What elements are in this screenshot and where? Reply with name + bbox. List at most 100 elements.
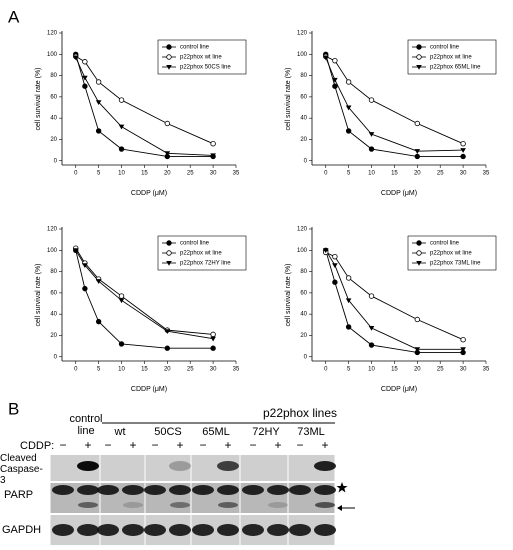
- band: [217, 485, 239, 495]
- y-axis-label: cell survival rate (%): [285, 263, 292, 326]
- treatment-sign: −: [59, 438, 66, 452]
- x-tick-label: 30: [460, 367, 467, 373]
- chart: 0 20 40 60 80 100 120 0 5 10 15 20 25 30 35 CDDP (μM) ce…: [35, 227, 247, 393]
- y-tick-label: 120: [47, 31, 58, 37]
- band: [77, 461, 99, 471]
- group-title: p22phox lines: [263, 406, 337, 420]
- marker: [345, 298, 352, 304]
- x-tick-label: 5: [347, 171, 351, 177]
- x-tick-label: 30: [210, 171, 217, 177]
- panel-label: B: [8, 399, 19, 418]
- y-axis-label: cell survival rate (%): [35, 263, 42, 326]
- treatment-sign: +: [129, 438, 136, 452]
- marker: [414, 120, 421, 127]
- x-tick-label: 20: [414, 171, 421, 177]
- marker: [118, 146, 125, 152]
- x-tick-label: 10: [368, 171, 375, 177]
- y-tick-label: 80: [300, 73, 307, 79]
- x-tick-label: 35: [233, 367, 240, 373]
- band: [52, 524, 74, 536]
- x-tick-label: 5: [97, 171, 101, 177]
- marker: [95, 100, 102, 105]
- marker: [345, 128, 352, 134]
- y-tick-label: 100: [47, 248, 58, 254]
- marker: [82, 263, 88, 268]
- treatment-label: CDDP:: [20, 440, 54, 452]
- series-line: [75, 57, 214, 156]
- marker: [72, 55, 79, 61]
- legend-marker: [416, 44, 422, 50]
- x-tick-label: 25: [187, 171, 194, 177]
- legend-marker: [416, 240, 422, 246]
- treatment-sign: −: [249, 438, 256, 452]
- band: [268, 502, 288, 508]
- y-tick-label: 20: [300, 137, 307, 143]
- x-tick-label: 35: [483, 171, 490, 177]
- y-tick-label: 120: [297, 227, 308, 233]
- y-tick-label: 0: [54, 354, 58, 360]
- band: [242, 524, 264, 536]
- x-tick-label: 15: [141, 171, 148, 177]
- x-tick-label: 30: [460, 171, 467, 177]
- x-tick-label: 30: [210, 367, 217, 373]
- y-tick-label: 120: [47, 227, 58, 233]
- marker: [460, 141, 466, 147]
- y-tick-label: 0: [54, 158, 58, 164]
- legend-label: control line: [430, 241, 460, 247]
- band: [289, 524, 311, 536]
- marker: [460, 337, 466, 343]
- y-tick-label: 120: [297, 31, 308, 37]
- legend-label: control line: [430, 45, 460, 51]
- chart: 0 20 40 60 80 100 120 0 5 10 15 20 25 30 35 CDDP (μM) ce…: [35, 31, 247, 197]
- lane-label: 65ML: [202, 426, 230, 438]
- y-axis-label: cell survival rate (%): [35, 67, 42, 130]
- marker: [210, 153, 216, 159]
- panel-label: A: [8, 7, 20, 26]
- y-tick-label: 20: [300, 333, 307, 339]
- star-marker: [336, 482, 348, 493]
- series-line: [75, 54, 214, 157]
- legend-marker: [166, 65, 172, 70]
- chart: 0 20 40 60 80 100 120 0 5 10 15 20 25 30 35 CDDP (μM) ce…: [285, 31, 497, 197]
- x-tick-label: 25: [437, 367, 444, 373]
- marker: [164, 345, 171, 351]
- series-line: [325, 250, 464, 350]
- band: [169, 524, 191, 536]
- marker: [460, 148, 466, 153]
- x-tick-label: 0: [324, 171, 328, 177]
- treatment-sign: −: [199, 438, 206, 452]
- band: [218, 502, 238, 508]
- marker: [82, 59, 88, 65]
- marker: [118, 124, 125, 130]
- treatment-sign: +: [321, 438, 328, 452]
- marker: [368, 146, 375, 152]
- band: [77, 524, 99, 536]
- legend-label: control line: [180, 241, 210, 247]
- marker: [414, 316, 421, 323]
- x-axis-label: CDDP (μM): [381, 386, 417, 393]
- lane-label: control line: [69, 413, 103, 437]
- marker: [82, 285, 88, 292]
- y-tick-label: 60: [300, 290, 307, 296]
- series-line: [75, 247, 214, 335]
- x-tick-label: 5: [347, 367, 351, 373]
- y-tick-label: 40: [300, 312, 307, 318]
- marker: [322, 248, 329, 254]
- legend-label: p22phox 73ML line: [430, 261, 481, 267]
- legend-marker: [166, 261, 172, 266]
- blot-strip: [240, 455, 288, 481]
- marker: [345, 105, 352, 111]
- band: [78, 502, 98, 508]
- y-tick-label: 60: [50, 290, 57, 296]
- marker: [332, 77, 338, 83]
- lane-label: wt: [114, 426, 126, 438]
- marker: [332, 263, 338, 268]
- band: [97, 524, 119, 536]
- marker: [118, 341, 125, 347]
- band: [217, 461, 239, 471]
- band: [123, 502, 143, 508]
- band: [52, 485, 74, 495]
- marker: [368, 342, 375, 348]
- marker: [368, 97, 375, 103]
